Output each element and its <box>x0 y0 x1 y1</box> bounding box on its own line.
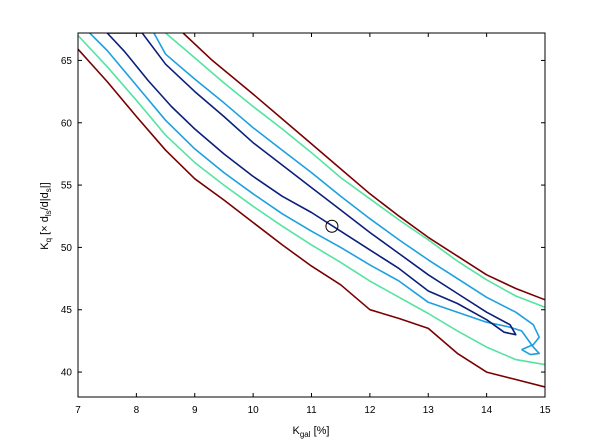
optimum-marker <box>325 219 339 233</box>
y-tick-label: 55 <box>61 181 73 192</box>
y-axis-ticks: 40 45 50 55 60 65 <box>61 56 545 379</box>
contour-line-5 <box>89 33 540 356</box>
x-tick-label: 10 <box>248 405 260 416</box>
x-tick-label: 8 <box>134 405 140 416</box>
contour-line-2 <box>182 33 545 301</box>
contour-line-3 <box>78 34 545 366</box>
x-tick-label: 14 <box>481 405 493 416</box>
contour-line-4 <box>165 33 545 308</box>
marker-layer <box>325 219 339 233</box>
y-tick-label: 50 <box>61 243 73 254</box>
y-tick-label: 65 <box>61 56 73 67</box>
plot-background <box>78 33 545 397</box>
x-tick-label: 12 <box>364 405 376 416</box>
y-tick-label: 40 <box>61 368 73 379</box>
contour-line-1 <box>78 48 545 388</box>
series-layer <box>78 33 545 388</box>
x-tick-label: 7 <box>75 405 81 416</box>
contour-line-6 <box>153 33 540 351</box>
y-tick-label: 45 <box>61 305 73 316</box>
x-axis-ticks: 7 8 9 10 11 12 13 14 15 <box>75 33 551 416</box>
contour-line-7 <box>106 33 517 336</box>
x-tick-label: 15 <box>539 405 551 416</box>
x-tick-label: 9 <box>192 405 198 416</box>
x-tick-label: 13 <box>423 405 435 416</box>
x-axis-label: Kgal [%] <box>293 425 330 439</box>
y-axis-label: Kq [× dls/d|ds|] <box>39 182 53 249</box>
x-tick-label: 11 <box>306 405 317 416</box>
y-tick-label: 60 <box>61 118 73 129</box>
